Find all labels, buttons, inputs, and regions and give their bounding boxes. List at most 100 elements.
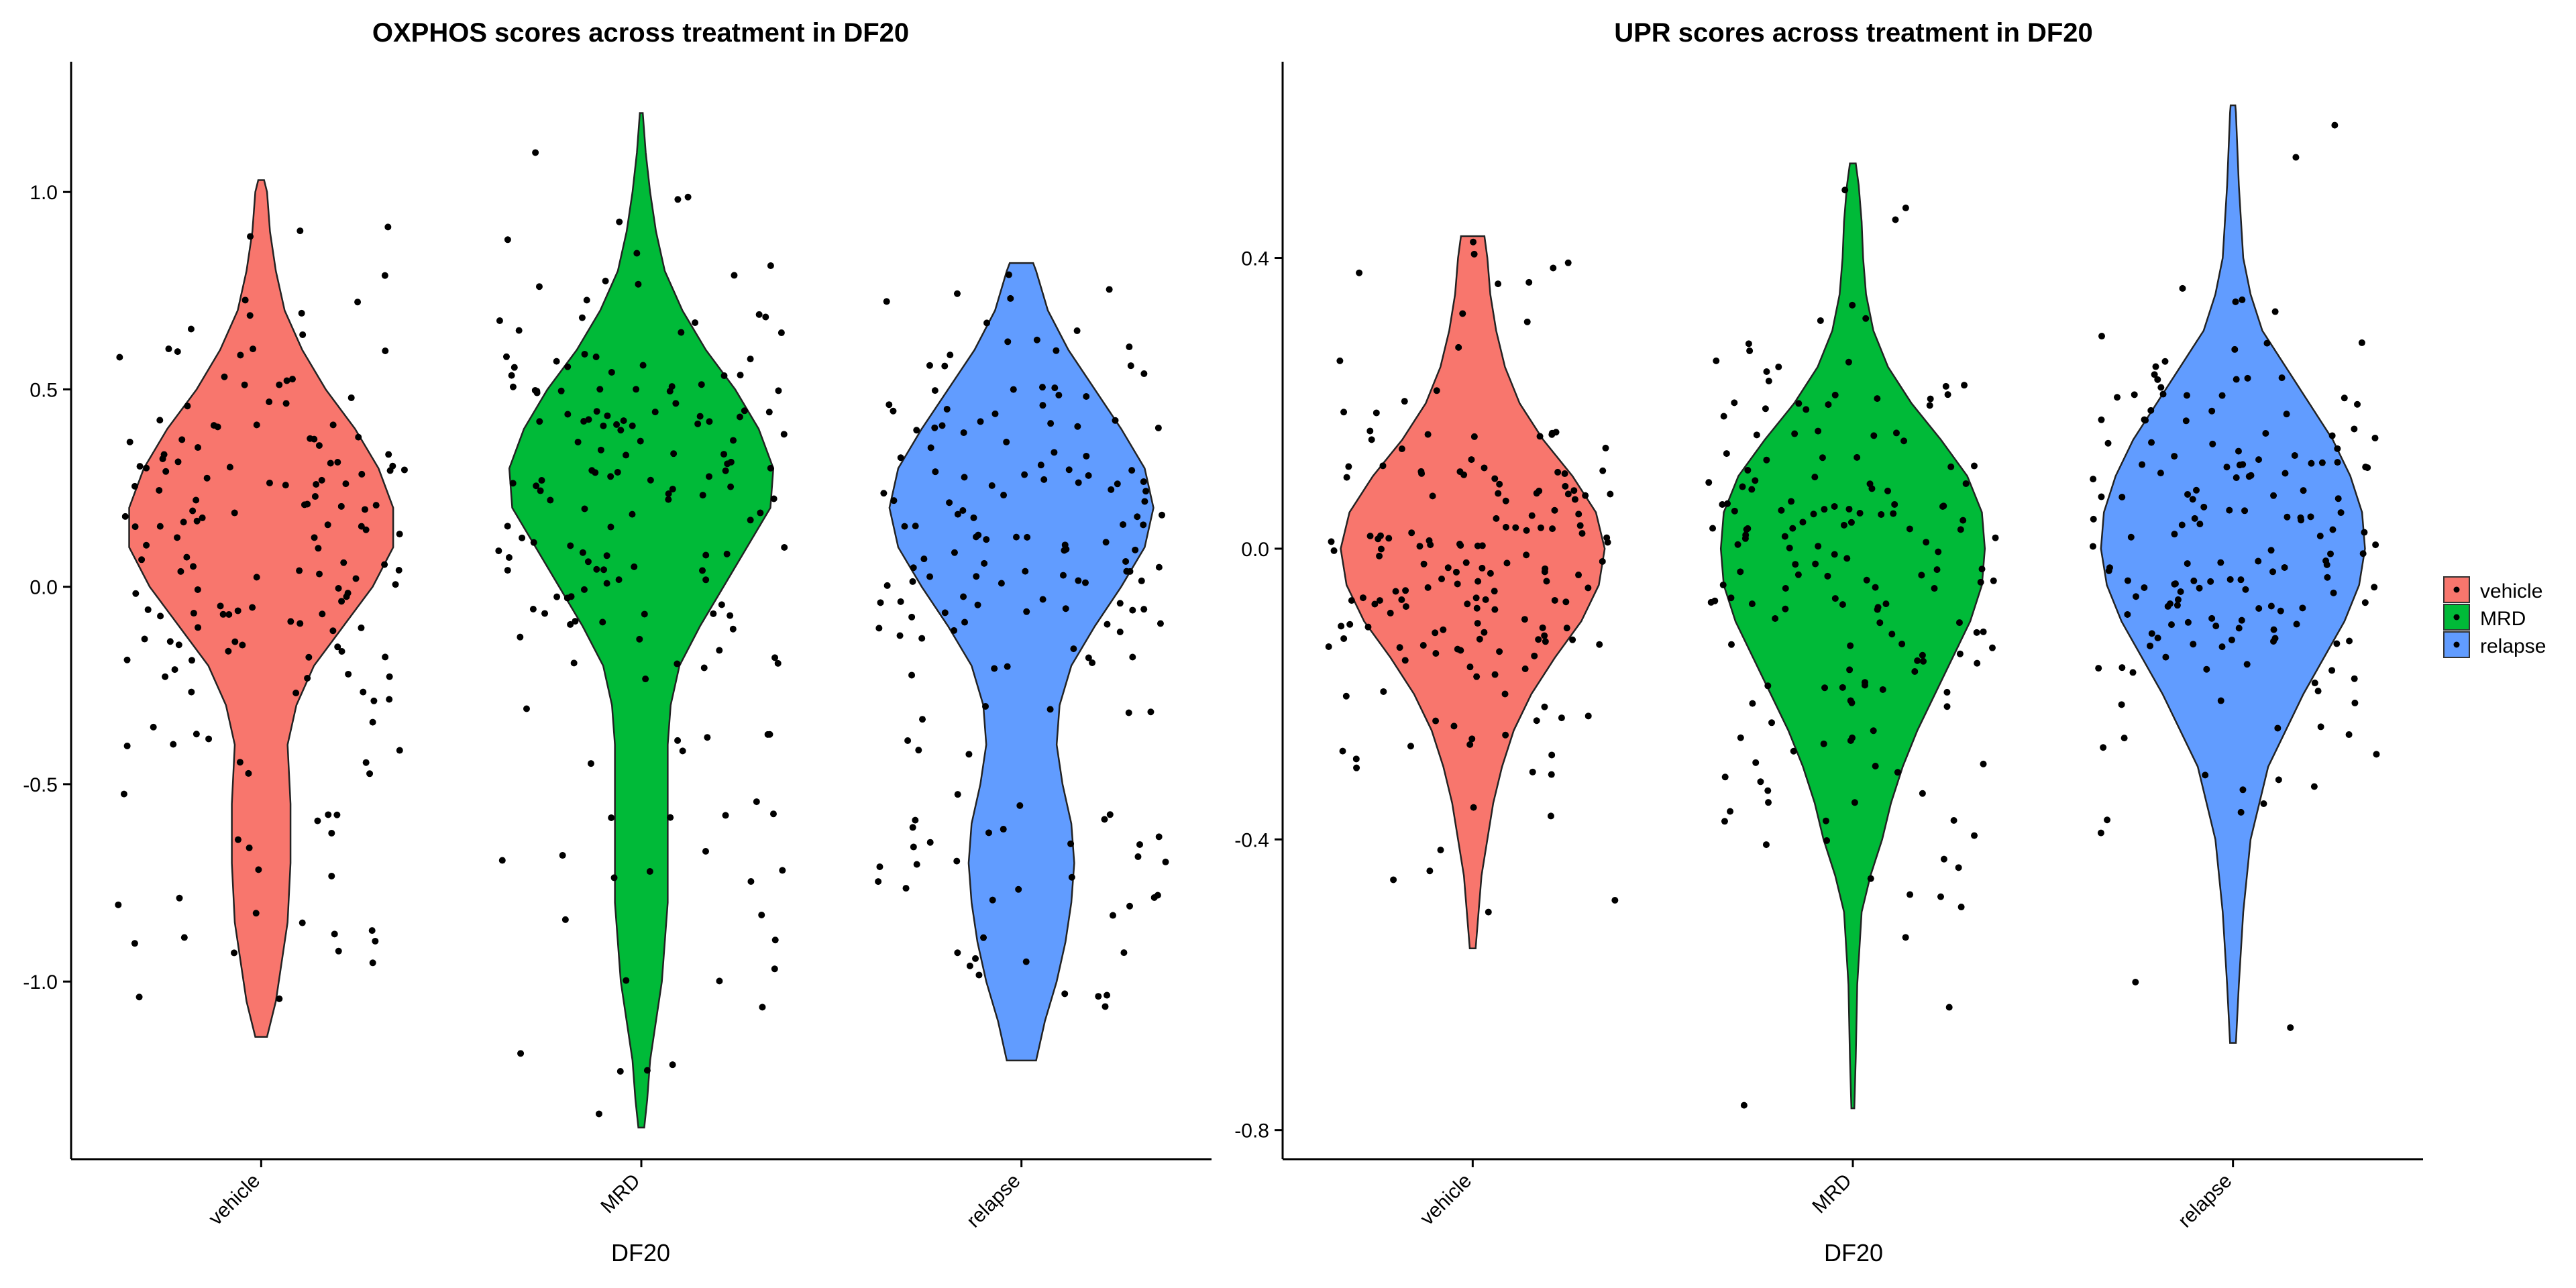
data-point — [1547, 812, 1554, 820]
data-point — [635, 280, 642, 288]
data-point — [960, 593, 967, 600]
data-point — [1602, 444, 1609, 451]
data-point — [1085, 654, 1092, 661]
data-point — [1047, 420, 1055, 427]
data-point — [616, 1067, 624, 1075]
data-point — [1762, 405, 1769, 413]
data-point — [2098, 416, 2105, 423]
data-point — [1015, 885, 1022, 893]
data-point — [909, 824, 916, 831]
data-point — [1067, 840, 1075, 847]
data-point — [2255, 456, 2263, 464]
data-point — [143, 541, 150, 549]
data-point — [607, 523, 614, 531]
data-point — [2233, 376, 2240, 383]
data-point — [1533, 717, 1540, 724]
data-point — [1543, 578, 1550, 585]
data-point — [2263, 339, 2271, 347]
data-point — [136, 463, 144, 470]
data-point — [2139, 461, 2146, 468]
data-point — [1542, 638, 1549, 645]
data-point — [180, 934, 188, 941]
data-point — [637, 437, 644, 445]
data-point — [2132, 593, 2139, 600]
data-point — [1876, 619, 1884, 627]
y-tick-label: 0.5 — [30, 379, 58, 401]
data-point — [165, 345, 172, 353]
data-point — [699, 492, 706, 499]
data-point — [1464, 600, 1471, 608]
data-point — [1926, 402, 1933, 409]
data-point — [234, 607, 241, 614]
data-point — [1342, 692, 1350, 700]
data-point — [668, 383, 676, 390]
data-point — [570, 659, 578, 667]
data-point — [1724, 500, 1731, 507]
x-axis-label: DF20 — [611, 1239, 670, 1267]
data-point — [1470, 250, 1478, 258]
data-point — [347, 394, 355, 401]
data-point — [1778, 506, 1785, 514]
data-point — [1866, 480, 1874, 488]
data-point — [368, 927, 376, 934]
data-point — [608, 814, 615, 821]
data-point — [1748, 486, 1756, 493]
data-point — [959, 506, 967, 514]
data-point — [2274, 724, 2282, 732]
data-point — [641, 610, 648, 618]
data-point — [1005, 271, 1012, 278]
data-point — [178, 436, 186, 443]
data-point — [123, 742, 131, 749]
data-point — [1503, 559, 1511, 567]
data-point — [608, 368, 615, 376]
legend: vehicle MRD relapse — [2443, 576, 2546, 658]
data-point — [1512, 524, 1519, 531]
data-point — [342, 480, 350, 488]
data-point — [1402, 587, 1409, 594]
data-point — [231, 949, 238, 957]
data-point — [1548, 431, 1556, 438]
data-point — [1338, 623, 1345, 630]
data-point — [1450, 722, 1458, 730]
data-point — [1742, 531, 1750, 539]
data-point — [1432, 650, 1440, 657]
data-point — [720, 372, 728, 380]
data-point — [593, 566, 600, 573]
data-point — [515, 327, 523, 334]
data-point — [602, 277, 609, 284]
data-point — [710, 610, 717, 617]
data-point — [1134, 513, 1141, 521]
data-point — [190, 563, 197, 570]
data-point — [1460, 471, 1468, 478]
data-point — [338, 598, 345, 605]
data-point — [370, 697, 378, 704]
data-point — [897, 598, 904, 605]
x-tick-label: vehicle — [1416, 1170, 1476, 1230]
data-point — [1578, 530, 1586, 537]
data-point — [2351, 425, 2358, 433]
data-point — [205, 735, 213, 743]
data-point — [1919, 790, 1926, 797]
data-point — [564, 363, 572, 370]
data-point — [2329, 526, 2337, 533]
data-point — [1033, 336, 1040, 343]
data-point — [2299, 604, 2306, 612]
data-point — [727, 612, 734, 619]
data-point — [931, 387, 938, 394]
data-point — [615, 576, 623, 584]
data-point — [722, 812, 729, 819]
data-point — [288, 376, 296, 383]
data-point — [331, 930, 338, 938]
data-point — [1359, 594, 1366, 602]
data-point — [141, 635, 148, 643]
data-point — [578, 314, 586, 321]
data-point — [1970, 462, 1978, 470]
data-point — [372, 502, 380, 509]
data-point — [2131, 391, 2138, 398]
data-point — [2171, 531, 2178, 538]
data-point — [767, 464, 774, 472]
data-point — [188, 657, 195, 664]
data-point — [2281, 564, 2288, 571]
data-point — [1839, 684, 1846, 691]
data-point — [1892, 429, 1900, 437]
